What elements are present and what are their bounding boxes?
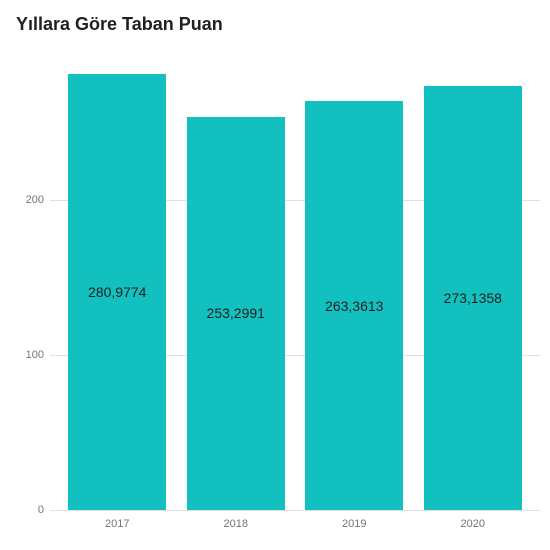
plot-area: 280,9774 253,2991 263,3613 273,1358 [50,60,540,510]
bar-wrap: 280,9774 [63,60,172,510]
y-tick-label: 100 [26,349,44,361]
y-tick-label: 200 [26,194,44,206]
y-tick-label: 0 [38,504,44,516]
bar-value-label: 273,1358 [444,290,502,306]
bars-container: 280,9774 253,2991 263,3613 273,1358 [50,60,540,510]
x-tick-label: 2017 [63,510,172,540]
bar-wrap: 253,2991 [182,60,291,510]
bar-wrap: 263,3613 [300,60,409,510]
x-tick-label: 2019 [300,510,409,540]
bar: 273,1358 [424,86,522,510]
bar-value-label: 263,3613 [325,298,383,314]
x-tick-label: 2018 [182,510,291,540]
bar: 280,9774 [68,74,166,510]
bar-value-label: 280,9774 [88,284,146,300]
bar: 263,3613 [305,101,403,510]
chart-title: Yıllara Göre Taban Puan [16,14,223,35]
bar-value-label: 253,2991 [207,305,265,321]
bar: 253,2991 [187,117,285,510]
x-axis: 2017 2018 2019 2020 [50,510,540,540]
bar-wrap: 273,1358 [419,60,528,510]
x-tick-label: 2020 [419,510,528,540]
